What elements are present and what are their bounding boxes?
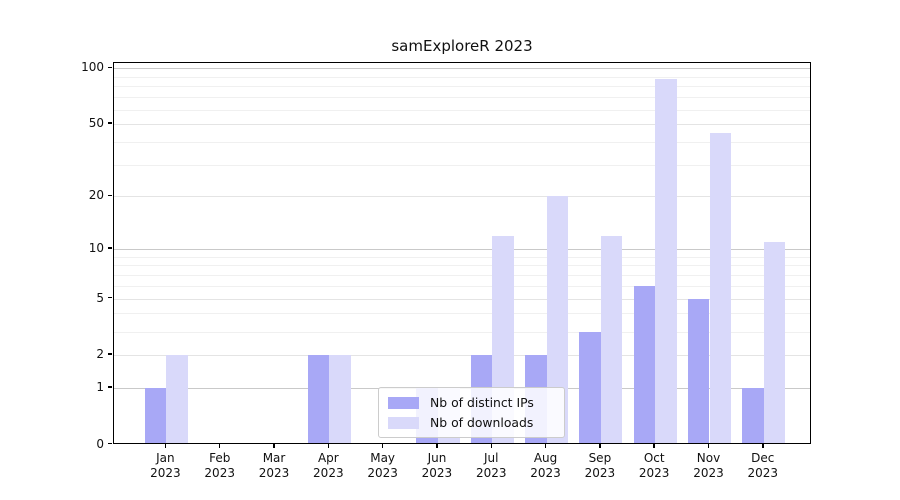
x-tick-label: Apr 2023 [313, 450, 344, 481]
bar-distinct-ips [742, 388, 764, 443]
y-tick-label: 1 [96, 380, 104, 395]
x-tick-mark [490, 443, 492, 448]
y-tick-label: 2 [96, 346, 104, 361]
y-tick-mark [108, 194, 112, 197]
bar-distinct-ips [307, 354, 330, 443]
major-gridline [114, 196, 810, 198]
minor-gridline [114, 285, 810, 287]
x-tick-label: Jun 2023 [421, 450, 453, 481]
major-gridline [114, 298, 810, 300]
x-tick-label: Mar 2023 [258, 450, 290, 481]
x-tick-mark [219, 443, 221, 448]
major-gridline [114, 124, 810, 126]
legend-swatch-downloads [388, 416, 419, 429]
bar-distinct-ips [687, 298, 710, 443]
y-tick-label: 10 [88, 241, 104, 256]
x-tick-label: Sep 2023 [584, 450, 616, 481]
legend-item-distinct-ips: Nb of distinct IPs [388, 395, 555, 410]
x-tick-label: May 2023 [367, 450, 398, 481]
minor-gridline [114, 86, 810, 88]
y-tick-label: 20 [88, 188, 104, 203]
x-tick-mark [653, 443, 655, 448]
bar-distinct-ips [144, 388, 167, 443]
x-tick-mark [273, 443, 275, 448]
legend-item-downloads: Nb of downloads [388, 415, 555, 430]
x-tick-label: Dec 2023 [747, 450, 779, 481]
legend-swatch-distinct-ips [388, 396, 419, 409]
y-tick-mark [108, 247, 112, 249]
y-tick-label: 50 [88, 116, 104, 131]
x-tick-mark [164, 443, 167, 448]
x-tick-label: Feb 2023 [204, 450, 235, 481]
x-tick-mark [762, 443, 764, 448]
x-tick-mark [381, 443, 384, 448]
x-tick-label: Aug 2023 [530, 450, 561, 481]
y-tick-label: 5 [96, 290, 104, 305]
legend-label: Nb of downloads [430, 415, 534, 430]
y-tick-mark [108, 353, 112, 355]
y-tick-label: 0 [96, 436, 104, 451]
bar-downloads [166, 354, 188, 443]
bar-downloads [709, 132, 732, 443]
x-tick-mark [327, 443, 330, 448]
major-gridline [114, 68, 810, 70]
x-tick-label: Nov 2023 [693, 450, 724, 481]
y-tick-mark [108, 66, 112, 69]
bar-distinct-ips [633, 285, 656, 443]
x-tick-mark [707, 443, 710, 448]
major-gridline [114, 354, 810, 356]
minor-gridline [114, 141, 810, 143]
y-tick-mark [108, 386, 112, 388]
y-tick-label: 100 [81, 60, 104, 75]
x-tick-label: Oct 2023 [638, 450, 670, 481]
plot-area [113, 62, 811, 444]
bar-downloads [546, 196, 569, 443]
minor-gridline [114, 164, 810, 166]
x-tick-label: Jul 2023 [475, 450, 507, 481]
minor-gridline [114, 109, 810, 111]
bar-distinct-ips [579, 331, 601, 443]
bar-downloads [763, 242, 786, 443]
y-tick-mark [108, 122, 112, 124]
bar-downloads [600, 235, 623, 443]
minor-gridline [114, 97, 810, 99]
x-tick-label: Jan 2023 [150, 450, 181, 481]
minor-gridline [114, 256, 810, 258]
chart-title: samExploreR 2023 [391, 37, 533, 55]
y-tick-mark [108, 296, 112, 299]
legend: Nb of distinct IPs Nb of downloads [378, 387, 565, 438]
x-tick-mark [599, 443, 601, 448]
y-tick-mark [108, 442, 112, 445]
bar-downloads [655, 78, 677, 443]
minor-gridline [114, 331, 810, 333]
major-gridline [114, 249, 810, 251]
x-tick-mark [544, 443, 547, 448]
minor-gridline [114, 76, 810, 78]
legend-label: Nb of distinct IPs [430, 395, 534, 410]
x-tick-mark [436, 443, 438, 448]
minor-gridline [114, 313, 810, 315]
bar-downloads [329, 354, 351, 443]
minor-gridline [114, 265, 810, 267]
minor-gridline [114, 275, 810, 277]
